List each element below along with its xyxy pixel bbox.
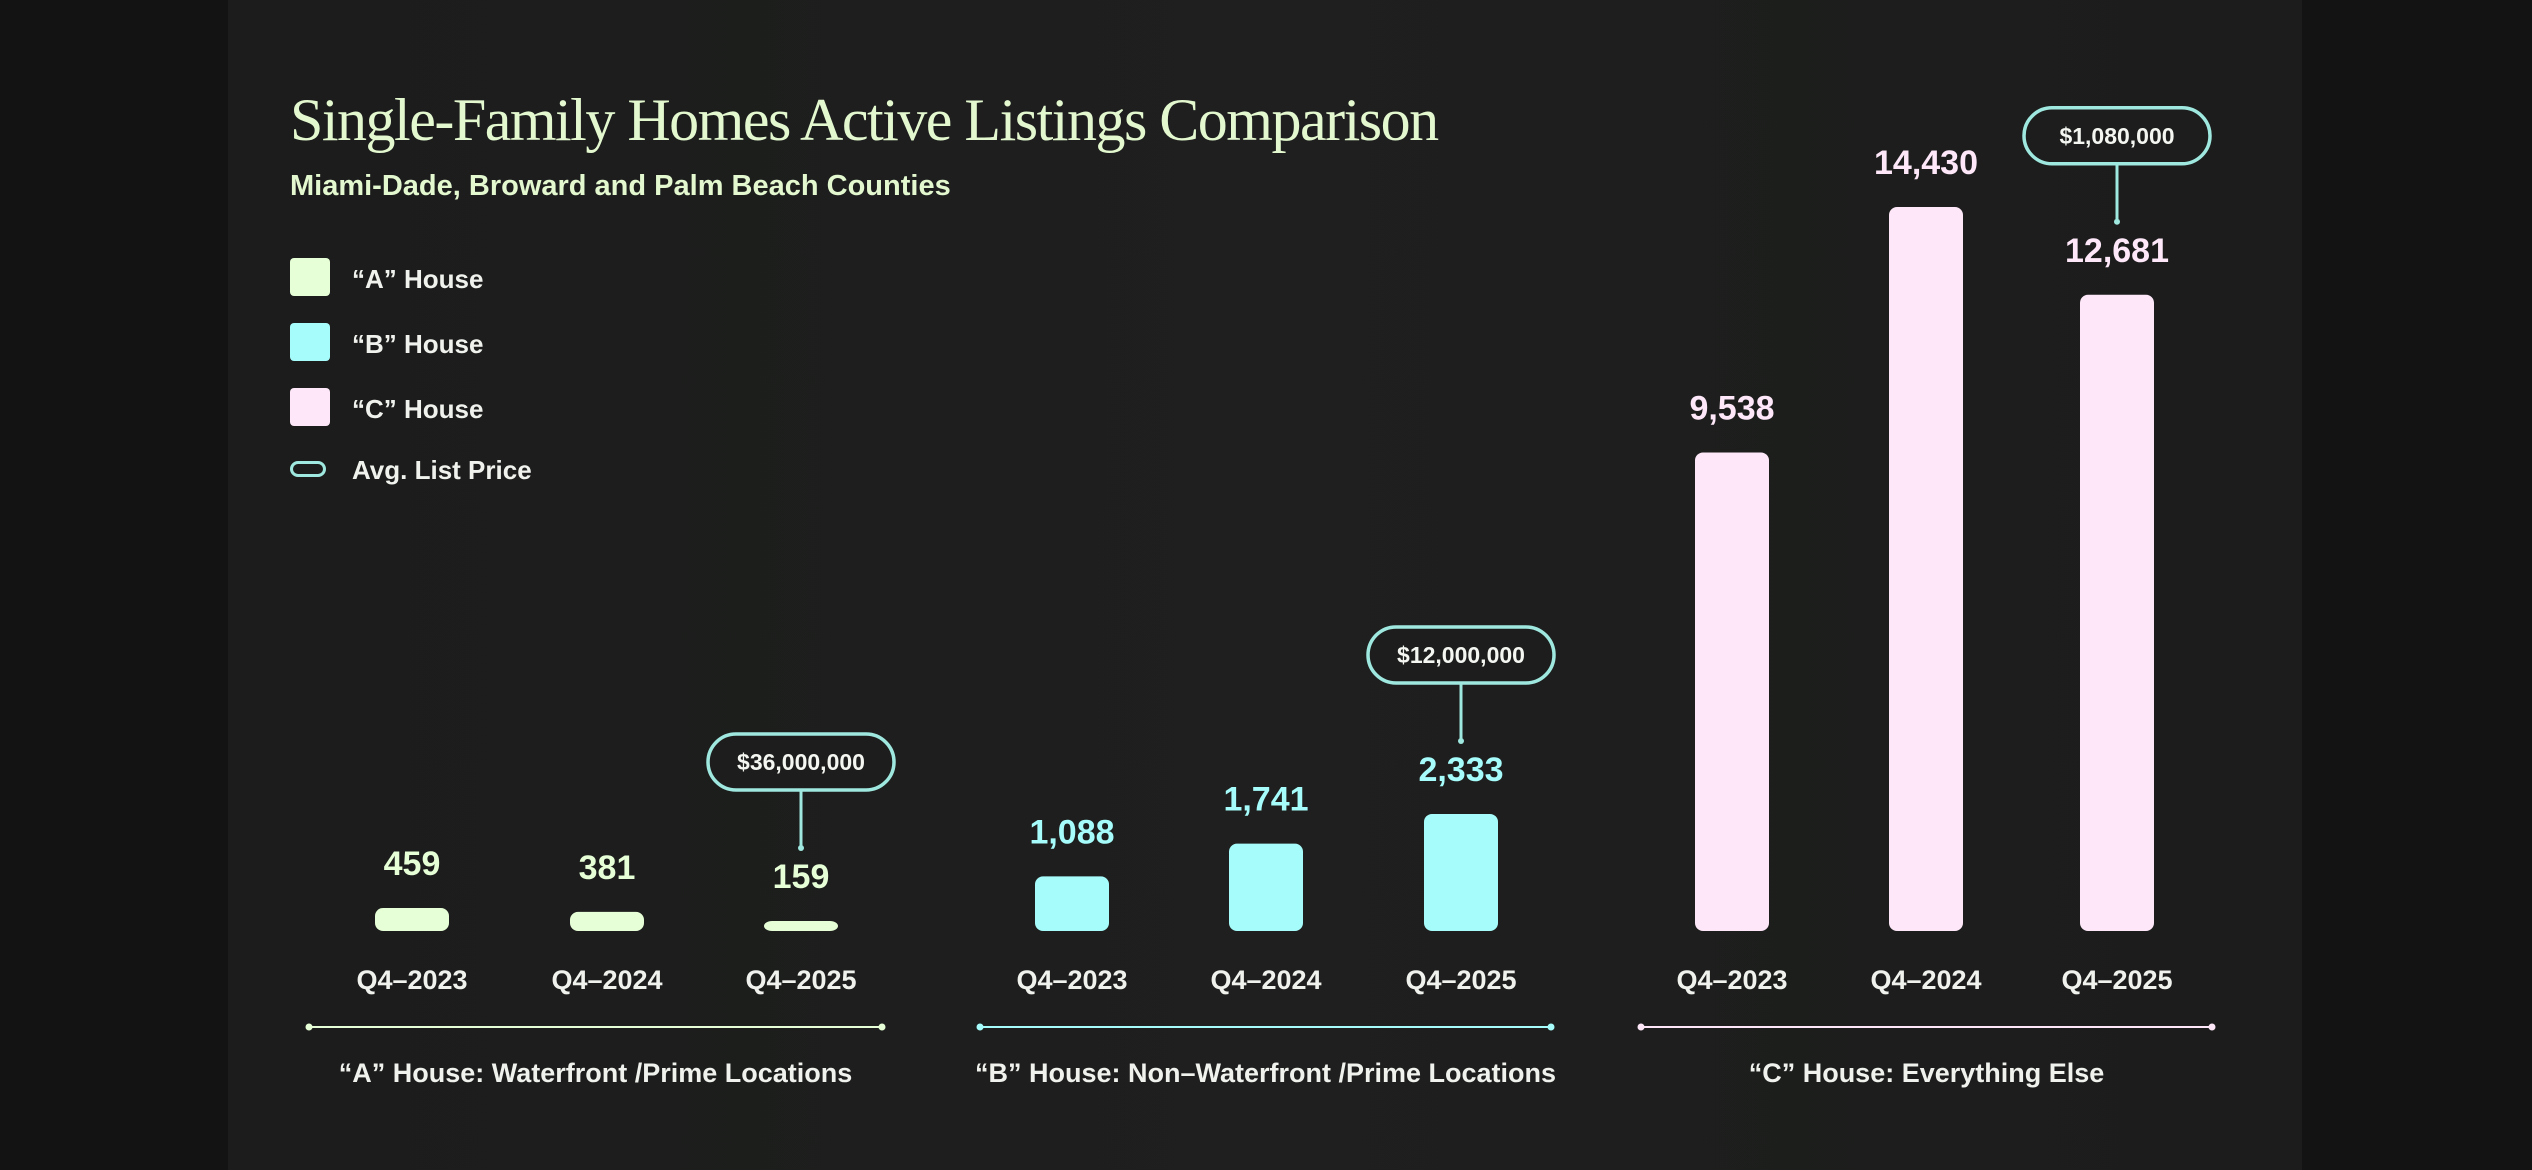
group-axis-start-dot-c <box>1637 1023 1645 1031</box>
legend-swatch-c-house <box>290 388 330 426</box>
value-label-c-1: 9,538 <box>1689 389 1774 427</box>
value-label-a-2: 381 <box>579 849 636 887</box>
price-connector-dot-c <box>2114 218 2120 225</box>
value-label-b-3: 2,333 <box>1418 751 1503 789</box>
price-callout-c <box>2022 106 2212 166</box>
value-label-c-3: 12,681 <box>2065 232 2169 270</box>
tick-label-a-3: Q4–2025 <box>745 965 856 995</box>
price-callout-b <box>1366 625 1556 685</box>
group-label-c: “C” House: Everything Else <box>1749 1058 2105 1088</box>
group-axis-end-dot-a <box>878 1023 886 1031</box>
chart-title: Single-Family Homes Active Listings Comp… <box>290 87 1439 153</box>
bar-b-1 <box>1035 876 1109 931</box>
value-label-b-1: 1,088 <box>1029 813 1114 851</box>
price-callout-label-a: $36,000,000 <box>737 749 865 775</box>
group-axis-end-dot-b <box>1547 1023 1555 1031</box>
legend-label-a-house: “A” House <box>352 264 484 294</box>
value-label-b-2: 1,741 <box>1223 781 1308 819</box>
value-label-c-2: 14,430 <box>1874 144 1978 182</box>
tick-label-a-1: Q4–2023 <box>356 965 467 995</box>
tick-label-c-1: Q4–2023 <box>1676 965 1787 995</box>
bar-a-2 <box>570 911 644 931</box>
group-label-b: “B” House: Non–Waterfront /Prime Locatio… <box>975 1058 1556 1088</box>
group-axis-start-dot-a <box>305 1023 313 1031</box>
group-axis-end-dot-c <box>2208 1023 2216 1031</box>
bar-a-1 <box>375 907 449 931</box>
price-callout-label-c: $1,080,000 <box>2059 123 2174 149</box>
tick-label-a-2: Q4–2024 <box>551 965 662 995</box>
price-callout-a <box>706 732 896 792</box>
value-label-a-1: 459 <box>384 845 441 883</box>
tick-label-b-1: Q4–2023 <box>1016 965 1127 995</box>
legend-swatch-avg-list-price <box>290 461 326 477</box>
legend-label-b-house: “B” House <box>352 329 484 359</box>
bar-b-2 <box>1229 843 1303 931</box>
bar-a-3 <box>764 921 838 931</box>
price-callout-label-b: $12,000,000 <box>1397 642 1525 668</box>
tick-label-c-3: Q4–2025 <box>2061 965 2172 995</box>
bar-c-3 <box>2080 294 2154 931</box>
chart-subtitle: Miami-Dade, Broward and Palm Beach Count… <box>290 170 951 202</box>
legend-label-c-house: “C” House <box>352 394 484 424</box>
tick-label-c-2: Q4–2024 <box>1870 965 1981 995</box>
tick-label-b-3: Q4–2025 <box>1405 965 1516 995</box>
legend-swatch-a-house <box>290 258 330 296</box>
bar-c-1 <box>1695 452 1769 931</box>
tick-label-b-2: Q4–2024 <box>1210 965 1321 995</box>
group-label-a: “A” House: Waterfront /Prime Locations <box>339 1058 853 1088</box>
price-connector-dot-a <box>798 845 804 851</box>
legend-label-avg-list-price: Avg. List Price <box>352 455 532 485</box>
value-label-a-3: 159 <box>773 858 830 896</box>
legend-swatch-b-house <box>290 323 330 361</box>
bar-c-2 <box>1889 207 1963 931</box>
price-connector-dot-b <box>1458 737 1464 744</box>
bar-b-3 <box>1424 813 1498 931</box>
group-axis-start-dot-b <box>976 1023 984 1031</box>
